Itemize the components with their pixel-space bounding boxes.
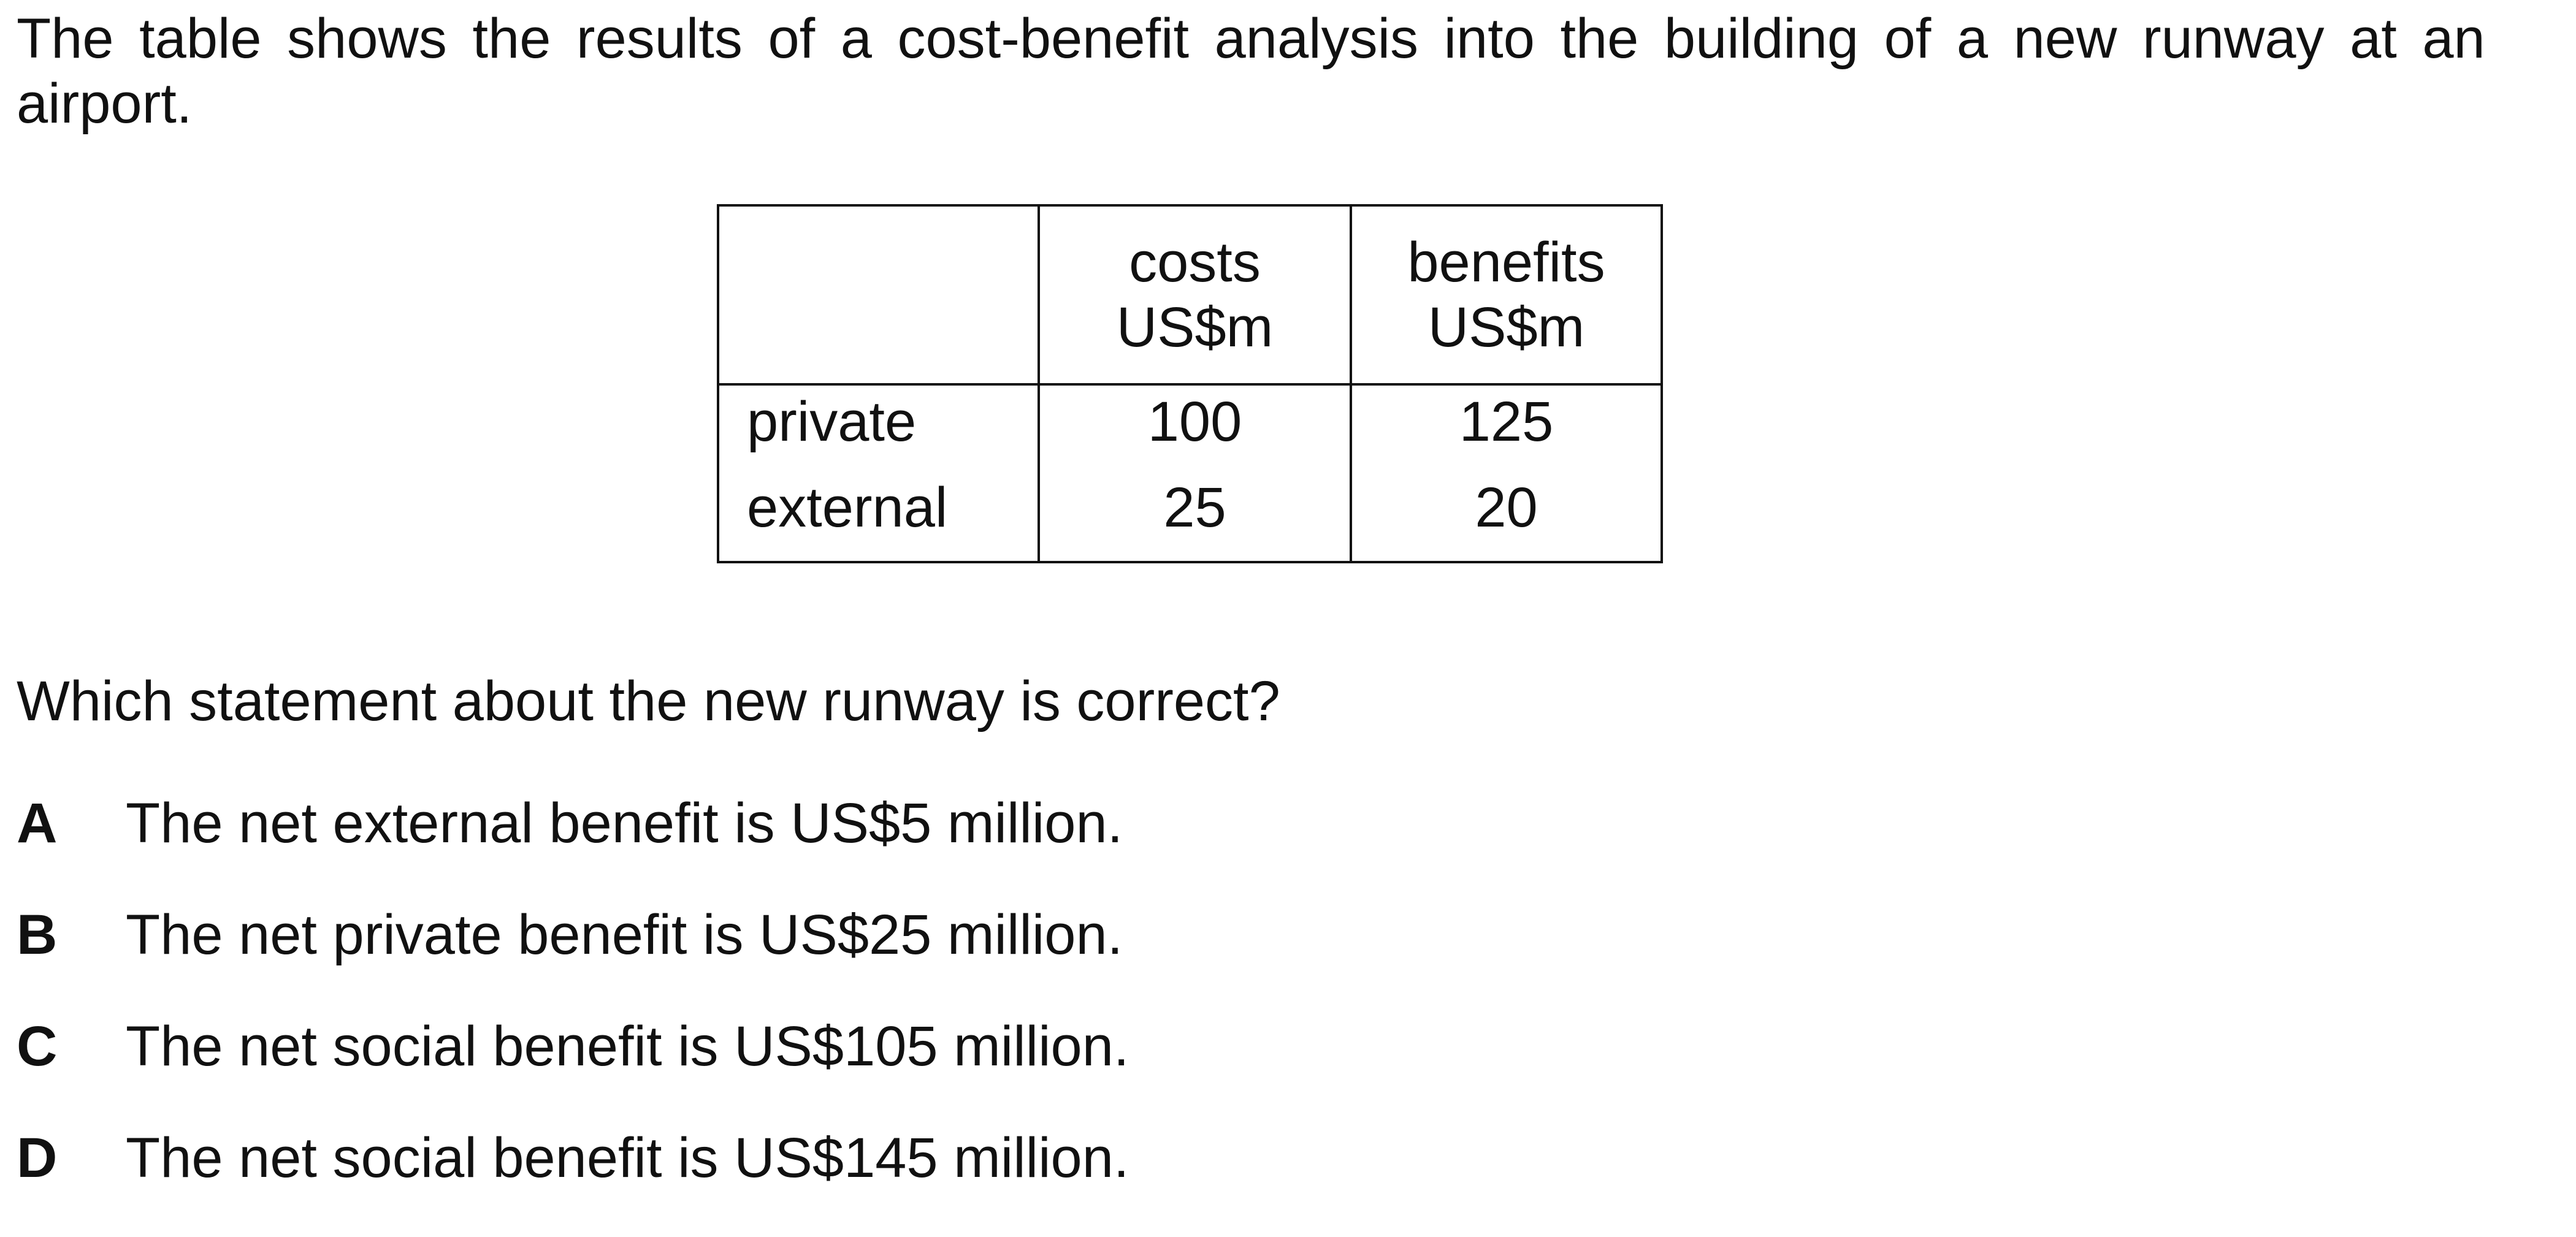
row-label-external: external <box>717 454 1040 563</box>
stem-line-1: The table shows the results of a cost-be… <box>17 7 2485 70</box>
table-header-row: costs US$m benefits US$m <box>717 204 1663 386</box>
row-label-private: private <box>717 383 1040 454</box>
external-costs-value: 25 <box>1038 454 1352 563</box>
stem-line-2: airport. <box>17 72 193 135</box>
header-costs: costs US$m <box>1038 204 1352 386</box>
option-c-letter: C <box>17 1015 58 1078</box>
external-benefits-value: 20 <box>1350 454 1663 563</box>
option-a[interactable]: A The net external benefit is US$5 milli… <box>17 791 1129 902</box>
option-c-text: The net social benefit is US$105 million… <box>126 1015 1129 1078</box>
private-benefits-value: 125 <box>1350 383 1663 454</box>
option-d[interactable]: D The net social benefit is US$145 milli… <box>17 1125 1129 1237</box>
option-b-letter: B <box>17 904 58 966</box>
question-stem: The table shows the results of a cost-be… <box>17 6 2485 136</box>
question-prompt: Which statement about the new runway is … <box>17 670 1280 733</box>
option-c[interactable]: C The net social benefit is US$105 milli… <box>17 1014 1129 1125</box>
option-d-letter: D <box>17 1127 58 1189</box>
table-row-private: private 100 125 <box>717 383 1663 454</box>
option-a-letter: A <box>17 792 58 854</box>
answer-options: A The net external benefit is US$5 milli… <box>17 791 1129 1237</box>
table-row-external: external 25 20 <box>717 454 1663 563</box>
cost-benefit-table: costs US$m benefits US$m private 100 125… <box>717 204 1663 563</box>
header-costs-unit: US$m <box>1116 296 1274 359</box>
header-benefits-label: benefits <box>1407 231 1605 294</box>
option-b[interactable]: B The net private benefit is US$25 milli… <box>17 902 1129 1014</box>
header-costs-label: costs <box>1129 231 1261 294</box>
header-benefits-unit: US$m <box>1428 296 1585 359</box>
header-blank-cell <box>717 204 1040 386</box>
option-b-text: The net private benefit is US$25 million… <box>126 904 1123 966</box>
header-benefits: benefits US$m <box>1350 204 1663 386</box>
option-a-text: The net external benefit is US$5 million… <box>126 792 1123 854</box>
option-d-text: The net social benefit is US$145 million… <box>126 1127 1129 1189</box>
private-costs-value: 100 <box>1038 383 1352 454</box>
